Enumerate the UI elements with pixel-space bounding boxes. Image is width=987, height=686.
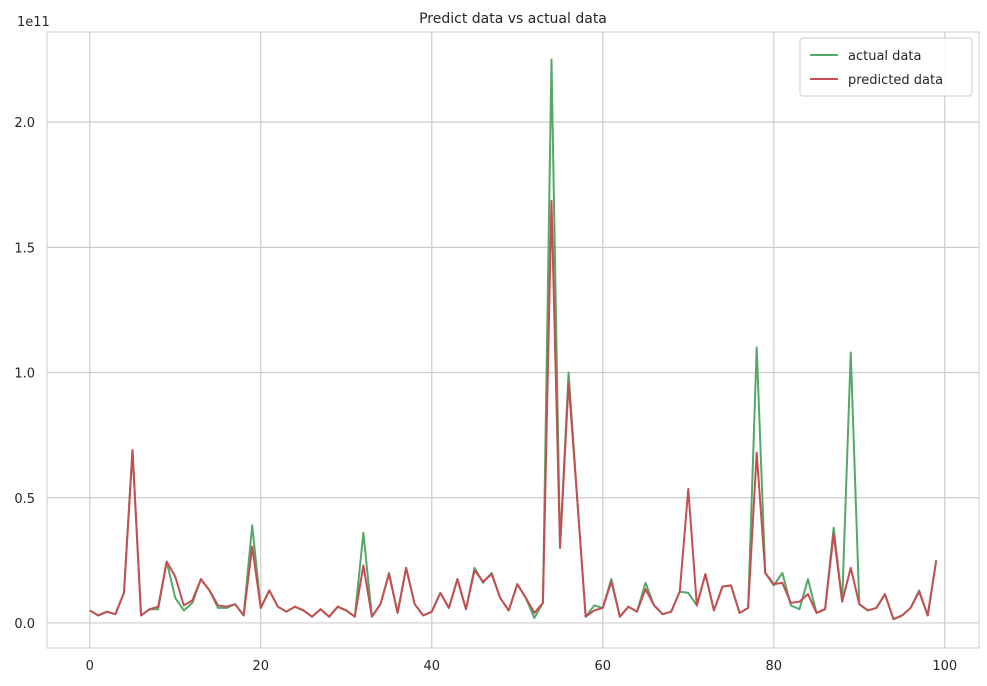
legend: actual data predicted data [799, 37, 973, 97]
series-line-predicted [89, 200, 938, 621]
grid [47, 32, 979, 648]
chart-title: Predict data vs actual data [419, 11, 607, 27]
x-tick-label: 80 [766, 659, 783, 674]
y-tick-label: 1.0 [14, 367, 35, 382]
x-tick-label: 0 [86, 659, 94, 674]
x-tick-label: 100 [932, 659, 957, 674]
x-tick-label: 40 [423, 659, 440, 674]
legend-label: predicted data [848, 73, 943, 88]
y-axis-ticks: 0.0 0.5 1.0 1.5 2.0 [14, 116, 35, 632]
legend-box [799, 37, 973, 97]
y-tick-label: 1.5 [14, 241, 35, 256]
x-axis-ticks: 0 20 40 60 80 100 [86, 659, 958, 674]
y-tick-label: 0.5 [14, 492, 35, 507]
y-tick-label: 0.0 [14, 617, 35, 632]
series-lines [89, 58, 938, 621]
series-line-actual [89, 58, 938, 621]
legend-label: actual data [848, 49, 921, 64]
x-tick-label: 20 [252, 659, 269, 674]
x-tick-label: 60 [595, 659, 612, 674]
y-axis-offset-label: 1e11 [17, 15, 50, 30]
plot-frame [46, 31, 980, 649]
y-tick-label: 2.0 [14, 116, 35, 131]
